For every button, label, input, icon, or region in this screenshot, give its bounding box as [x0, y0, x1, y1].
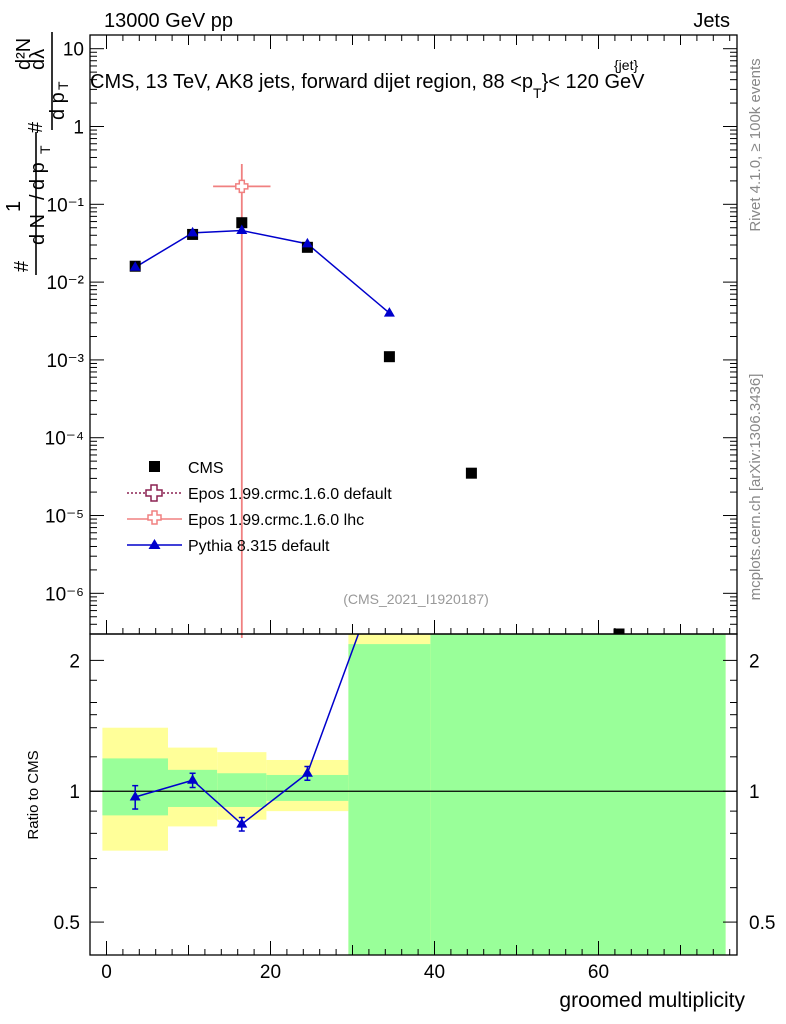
ratio-uncertainty-bands — [102, 634, 726, 955]
legend: CMS Epos 1.99.crmc.1.6.0 default Epos 1.… — [127, 460, 392, 555]
legend-marker-epos-default — [145, 484, 163, 502]
ratio-band-green-4 — [348, 644, 431, 955]
ylabel-T: T — [37, 145, 53, 154]
legend-marker-pythia — [148, 539, 161, 549]
legend-item-epos-default: Epos 1.99.crmc.1.6.0 default — [127, 484, 392, 503]
y-axis-label-main: # d N / d p T 1 # d p T d²N dλ — [3, 32, 71, 275]
title-suffix: }< 120 GeV — [542, 71, 646, 93]
main-ytick-label-4: 10⁻³ — [47, 351, 85, 372]
ratio-data-layer — [90, 543, 737, 832]
ratio-xtick-label-1: 20 — [260, 962, 281, 983]
ratio-pythia-point-2 — [236, 818, 248, 828]
ylabel-hash-2: # — [25, 121, 47, 133]
ratio-ylabel: Ratio to CMS — [25, 750, 42, 839]
ratio-ytick-label-right-2: 2 — [749, 651, 760, 672]
ratio-xtick-label-2: 40 — [424, 962, 445, 983]
main-ytick-label-1: 1 — [73, 118, 84, 139]
ratio-ytick-label-right-0: 0.5 — [749, 913, 775, 934]
main-data-layer — [129, 163, 625, 634]
ylabel-T2: T — [55, 81, 71, 90]
ratio-pythia-point-3 — [301, 767, 313, 777]
plot-title: CMS, 13 TeV, AK8 jets, forward dijet reg… — [90, 57, 645, 101]
ratio-ytick-label-0: 0.5 — [54, 913, 80, 934]
pythia-point-0 — [129, 261, 141, 271]
ratio-pythia-point-0 — [129, 790, 141, 801]
ylabel-dl: dλ — [27, 49, 49, 70]
analysis-id: (CMS_2021_I1920187) — [343, 591, 489, 607]
legend-item-epos-lhc: Epos 1.99.crmc.1.6.0 lhc — [127, 510, 364, 529]
cms-point-5 — [465, 467, 477, 479]
legend-label-cms: CMS — [188, 460, 224, 477]
ratio-xtick-label-3: 60 — [588, 962, 609, 983]
pythia-point-3 — [301, 237, 313, 248]
legend-item-cms: CMS — [149, 460, 224, 477]
ratio-band-green-2 — [217, 773, 267, 807]
main-ytick-label-5: 10⁻⁴ — [45, 429, 84, 450]
ratio-pythia-point-4 — [384, 543, 395, 553]
ratio-pythia-point-1 — [187, 774, 199, 784]
pythia-line — [134, 229, 390, 314]
cms-point-4 — [383, 351, 395, 363]
legend-label-pythia: Pythia 8.315 default — [188, 538, 330, 555]
main-ytick-label-7: 10⁻⁶ — [45, 584, 84, 605]
title-sup: {jet} — [614, 57, 638, 73]
legend-label-epos-default: Epos 1.99.crmc.1.6.0 default — [188, 486, 392, 503]
title-prefix: CMS, 13 TeV, AK8 jets, forward dijet reg… — [90, 71, 533, 93]
ratio-ytick-label-1: 1 — [69, 782, 80, 803]
svg-text:CMS, 13 TeV, AK8 jets, forward: CMS, 13 TeV, AK8 jets, forward dijet reg… — [90, 71, 645, 101]
axes-layer: 10 1 10⁻¹ 10⁻² 10⁻³ 10⁻⁴ 10⁻⁵ 10⁻⁶ 0 20 40 60 0.5 0.5… — [45, 34, 775, 983]
main-ytick-label-2: 10⁻¹ — [47, 195, 85, 216]
cms-point-2 — [236, 217, 248, 229]
ratio-ytick-label-2: 2 — [69, 651, 80, 672]
ylabel-dN: d N — [27, 214, 49, 245]
ylabel-one: 1 — [3, 201, 25, 212]
pythia-point-4 — [383, 307, 395, 317]
ylabel-d2N: d²N — [13, 38, 35, 70]
ylabel-dpT: d p — [27, 162, 49, 190]
ratio-frame — [89, 633, 738, 956]
header-category: Jets — [693, 10, 730, 32]
ratio-band-green-5 — [430, 634, 726, 955]
main-ytick-label-3: 10⁻² — [47, 273, 85, 294]
legend-label-epos-lhc: Epos 1.99.crmc.1.6.0 lhc — [188, 512, 364, 529]
x-axis-label: groomed multiplicity — [559, 989, 745, 1012]
legend-marker-cms — [149, 461, 160, 472]
main-ytick-label-6: 10⁻⁵ — [45, 507, 84, 528]
epos-lhc-point-0 — [235, 179, 249, 194]
cms-point-6 — [613, 628, 625, 634]
rivet-version-label: Rivet 4.1.0, ≥ 100k events — [747, 58, 764, 231]
title-sub: T — [533, 85, 542, 101]
main-ytick-label-0: 10 — [63, 40, 84, 61]
mcplots-label: mcplots.cern.ch [arXiv:1306.3436] — [747, 374, 764, 601]
ratio-xtick-label-0: 0 — [101, 962, 112, 983]
ylabel-slash: / — [27, 194, 49, 200]
legend-item-pythia: Pythia 8.315 default — [127, 538, 330, 555]
ylabel-dpTdl: d p — [47, 92, 69, 120]
header-collision: 13000 GeV pp — [104, 10, 233, 32]
ratio-ytick-label-right-1: 1 — [749, 782, 760, 803]
ylabel-hash-1: # — [11, 260, 33, 272]
pythia-point-1 — [187, 226, 199, 237]
legend-marker-epos-lhc — [147, 510, 162, 525]
pythia-point-2 — [236, 224, 248, 235]
